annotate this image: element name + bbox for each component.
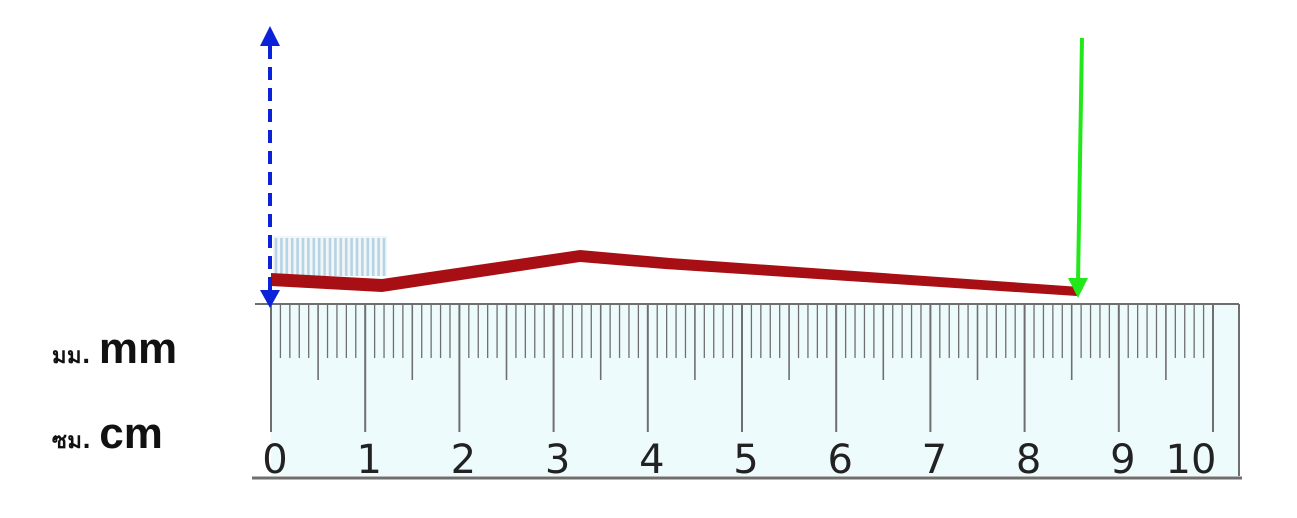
start-arrow-head-up [260, 26, 280, 46]
ruler-tick-label: 6 [827, 437, 852, 483]
start-arrow [260, 26, 280, 308]
ruler-tick-label: 8 [1016, 437, 1041, 483]
end-arrow-line [1076, 37, 1084, 283]
ruler-body [271, 304, 1239, 476]
unit-cm-thai: ซม. [52, 429, 92, 454]
ruler-tick-label: 1 [356, 437, 381, 483]
ruler-tick-label: 10 [1166, 437, 1217, 483]
toothbrush-handle [271, 250, 1080, 296]
ruler-tick-label: 9 [1110, 437, 1135, 483]
ruler-tick-label: 7 [922, 437, 947, 483]
ruler-tick-labels: 0 1 2 3 4 5 6 7 8 9 10 [262, 437, 1216, 483]
ruler-tick-label: 3 [545, 437, 570, 483]
end-arrow-head-down [1068, 278, 1088, 298]
end-arrow [1068, 37, 1088, 298]
unit-mm-thai: มม. [52, 344, 91, 369]
start-arrow-head-down [260, 290, 280, 308]
ruler-tick-label: 5 [733, 437, 758, 483]
unit-cm-english: cm [99, 409, 163, 458]
unit-mm-english: mm [98, 324, 178, 373]
ruler-tick-label: 0 [262, 437, 287, 483]
toothbrush-bristles [273, 236, 387, 276]
unit-label-cm: ซม. cm [52, 412, 163, 458]
ruler-ticks [270, 304, 1214, 432]
ruler-tick-label: 2 [451, 437, 476, 483]
ruler-tick-label: 4 [639, 437, 664, 483]
unit-label-mm: มม. mm [52, 327, 177, 373]
toothbrush [271, 236, 1080, 296]
